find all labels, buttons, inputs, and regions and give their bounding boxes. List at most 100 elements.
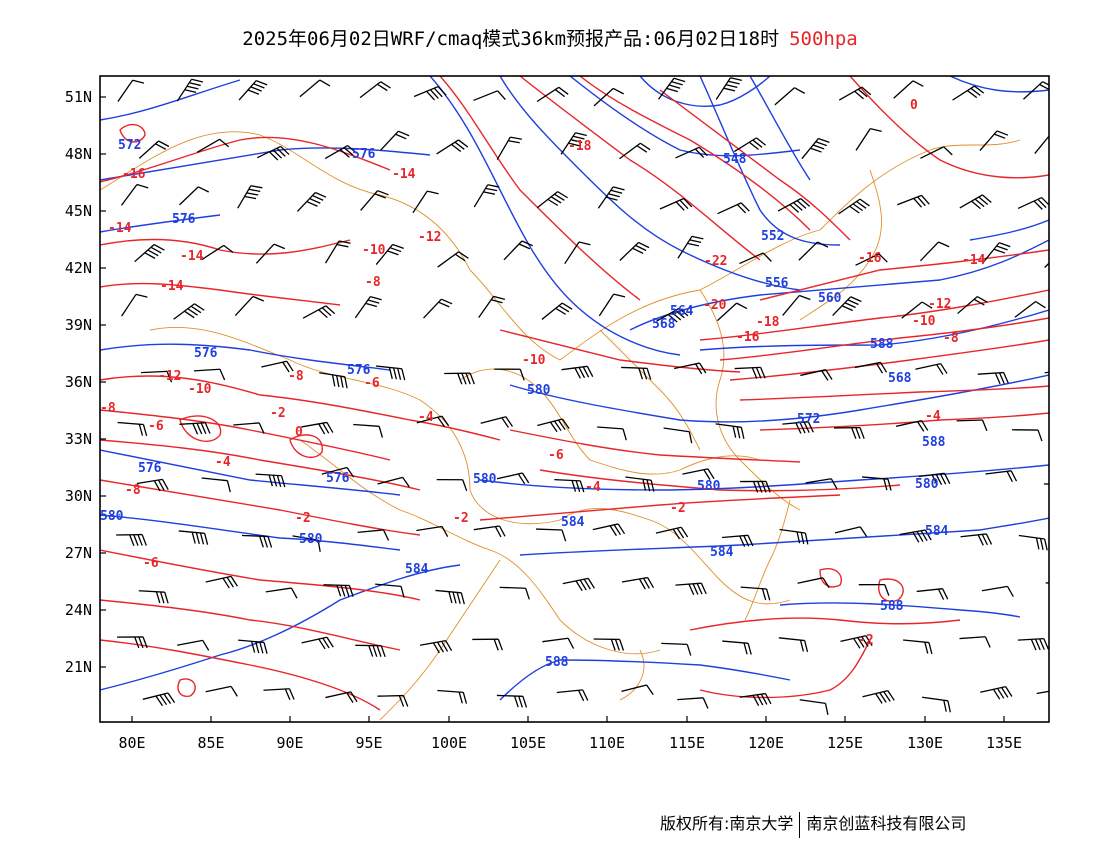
wind-barb bbox=[717, 202, 750, 215]
wind-barb bbox=[141, 370, 173, 383]
wind-barb bbox=[619, 241, 650, 261]
lon-tick-label: 135E bbox=[986, 734, 1022, 752]
wind-barb bbox=[496, 136, 522, 160]
wind-barb bbox=[733, 137, 766, 153]
lon-tick-label: 130E bbox=[907, 734, 943, 752]
wind-barb bbox=[658, 77, 686, 100]
wind-barb bbox=[980, 685, 1013, 700]
height-label: 572 bbox=[118, 138, 141, 153]
wind-barb bbox=[740, 480, 771, 493]
wind-barb bbox=[117, 636, 148, 649]
wind-barb bbox=[854, 361, 888, 374]
lon-tick-label: 80E bbox=[118, 734, 145, 752]
height-label: 548 bbox=[723, 152, 747, 167]
wind-barb bbox=[797, 577, 830, 589]
wind-barb bbox=[496, 472, 530, 485]
lon-tick-label: 125E bbox=[827, 734, 863, 752]
wind-barb bbox=[952, 85, 985, 101]
wind-barb bbox=[503, 240, 533, 261]
temp-label: -8 bbox=[288, 369, 304, 384]
copyright-company: 南京创蓝科技有限公司 bbox=[806, 814, 967, 833]
wind-barb bbox=[715, 423, 745, 439]
copyright-owner: 版权所有:南京大学 bbox=[660, 814, 794, 833]
temp-label: -12 bbox=[928, 297, 951, 312]
wind-barb bbox=[536, 191, 568, 209]
wind-barb bbox=[855, 253, 888, 266]
wind-barb bbox=[201, 244, 234, 261]
wind-barb bbox=[598, 293, 626, 317]
wind-barb bbox=[675, 146, 708, 159]
wind-barb bbox=[562, 577, 595, 592]
wind-barb bbox=[977, 371, 1009, 385]
temp-label: -6 bbox=[364, 376, 380, 391]
temp-label: -6 bbox=[548, 448, 564, 463]
wind-barb bbox=[380, 130, 410, 151]
latitude-axis: 51N 48N 45N 42N 39N 36N 33N 30N 27N 24N … bbox=[65, 88, 92, 676]
footer-separator bbox=[799, 811, 801, 838]
wind-barb bbox=[179, 186, 210, 206]
wind-barb bbox=[959, 194, 992, 210]
plot-frame bbox=[99, 75, 1050, 723]
temp-label: -22 bbox=[704, 254, 727, 269]
temp-label: -8 bbox=[943, 331, 959, 346]
height-label: 588 bbox=[922, 435, 946, 450]
wind-barb bbox=[499, 586, 530, 600]
wind-barb bbox=[858, 583, 890, 596]
height-label: 588 bbox=[880, 599, 904, 614]
wind-barb bbox=[193, 368, 226, 381]
wind-barb bbox=[173, 303, 205, 320]
lat-tick-label: 36N bbox=[65, 373, 92, 391]
wind-barb bbox=[619, 142, 651, 160]
height-label: 588 bbox=[545, 655, 569, 670]
wind-barb bbox=[659, 197, 693, 211]
temp-label: -18 bbox=[756, 315, 780, 330]
lat-tick-label: 24N bbox=[65, 601, 92, 619]
wind-barb bbox=[473, 525, 506, 538]
temp-label: -4 bbox=[585, 480, 601, 495]
wind-barb bbox=[354, 296, 382, 319]
height-label: 584 bbox=[925, 524, 949, 539]
wind-barb bbox=[324, 240, 351, 264]
height-label: 576 bbox=[194, 346, 218, 361]
wind-barb bbox=[178, 530, 209, 545]
temp-label: -8 bbox=[100, 401, 116, 416]
copyright-footer: 版权所有:南京大学 南京创蓝科技有限公司 bbox=[660, 810, 966, 838]
wind-barb bbox=[834, 427, 865, 439]
wind-barb bbox=[774, 87, 806, 106]
wind-barb bbox=[855, 128, 882, 151]
temp-label: -4 bbox=[215, 455, 231, 470]
wind-barb bbox=[292, 535, 321, 552]
temp-label: -12 bbox=[158, 369, 181, 384]
wind-barbs bbox=[116, 77, 1049, 715]
wind-barb bbox=[915, 363, 948, 375]
wind-barb bbox=[716, 302, 748, 322]
wind-barb bbox=[734, 366, 766, 379]
temp-label: -14 bbox=[108, 221, 132, 236]
height-label: 580 bbox=[915, 477, 939, 492]
wind-barb bbox=[832, 296, 862, 316]
wind-barb bbox=[799, 699, 829, 715]
wind-barb bbox=[979, 130, 1009, 151]
lon-tick-label: 100E bbox=[431, 734, 467, 752]
lat-tick-label: 42N bbox=[65, 259, 92, 277]
wind-barb bbox=[899, 529, 932, 543]
height-label: 576 bbox=[326, 471, 350, 486]
province-boundaries bbox=[100, 131, 1021, 721]
geopotential-height-contours bbox=[100, 76, 1049, 701]
temp-label: -18 bbox=[568, 139, 592, 154]
wind-barb bbox=[722, 640, 752, 655]
wind-barb bbox=[959, 636, 991, 648]
height-label: 576 bbox=[138, 461, 162, 476]
height-label: 560 bbox=[818, 291, 842, 306]
lat-tick-label: 39N bbox=[65, 316, 92, 334]
wind-barb bbox=[237, 185, 263, 209]
wind-barb bbox=[956, 419, 988, 432]
wind-barb bbox=[838, 86, 872, 101]
wind-barb bbox=[496, 694, 528, 708]
temperature-contour-labels: -16 -14 -14 -14 -14 -12 -12 -10 -10 -10 … bbox=[100, 98, 986, 648]
wind-barb bbox=[478, 295, 506, 319]
wind-barb bbox=[800, 369, 833, 381]
wind-barb bbox=[117, 421, 148, 437]
wind-barb bbox=[420, 639, 453, 654]
wind-barb bbox=[840, 635, 873, 649]
